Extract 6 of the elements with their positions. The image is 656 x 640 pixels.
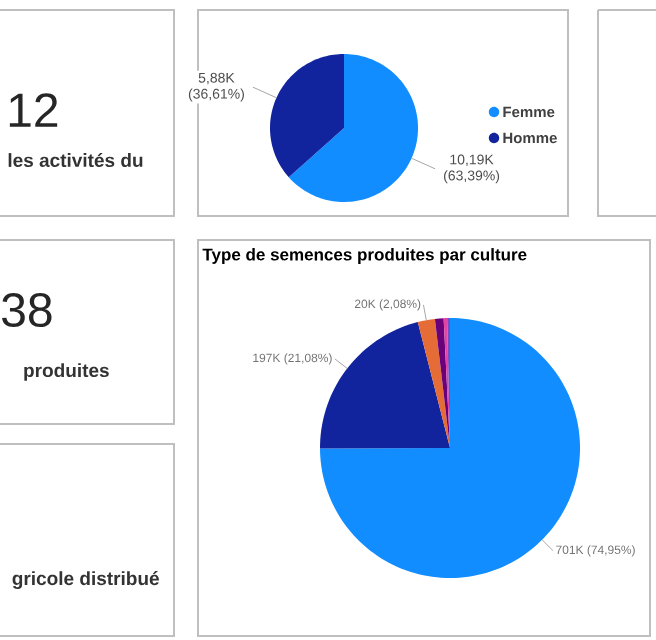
text: gricole distribué — [12, 571, 159, 589]
text: 12 — [9, 93, 58, 127]
text: produites — [24, 363, 109, 381]
text: les activités du — [8, 152, 143, 168]
text: 38 — [2, 292, 52, 327]
chart-title: Type de semences produites par culture — [202, 248, 527, 264]
